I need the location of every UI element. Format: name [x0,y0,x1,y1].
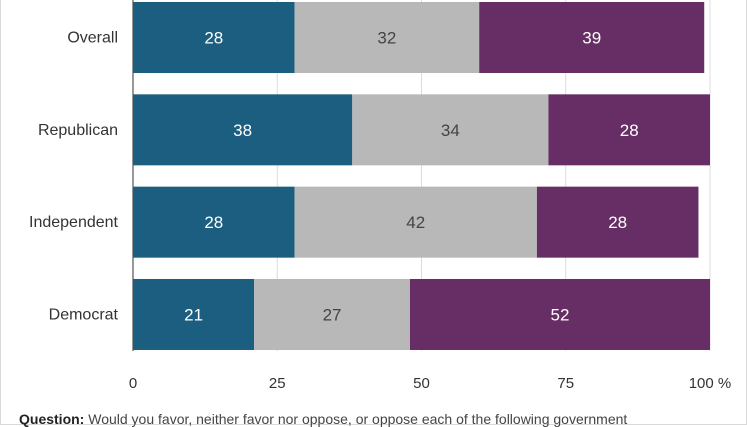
category-label: Republican [38,122,118,139]
bar-segment [536,186,699,258]
x-axis-ticks: 0 25 50 75 100 % [129,375,731,392]
x-tick-label: 25 [269,375,286,392]
data-label: 34 [441,121,460,140]
x-tick-label: 75 [557,375,574,392]
bar-segment [294,2,480,73]
bar-segment [133,2,295,73]
bar-segment [133,94,353,166]
x-tick-label: 50 [413,375,430,392]
bar-segment [479,2,705,73]
data-label: 28 [204,213,223,232]
bar-segment [133,278,255,350]
data-label: 28 [204,29,223,48]
bar-segment [294,186,537,258]
data-label: 28 [608,213,627,232]
data-label: 52 [551,305,570,324]
data-label: 32 [377,29,396,48]
x-tick-label: 0 [129,375,137,392]
category-labels: Overall Republican Independent Democrat [29,30,119,324]
x-tick-label: 100 % [689,375,732,392]
footnote-label: Question: [19,411,85,427]
data-label: 28 [620,121,639,140]
bar-segment [133,186,295,258]
footnote-text: Would you favor, neither favor nor oppos… [88,411,628,427]
data-label: 38 [233,121,252,140]
category-label: Democrat [49,306,119,323]
bar-segment [254,278,410,350]
category-label: Independent [29,214,119,231]
data-label: 21 [184,305,203,324]
category-label: Overall [67,30,118,47]
footnote: Question: Would you favor, neither favor… [19,411,739,427]
bar-segment [352,94,549,166]
bars: 28 32 39 38 34 28 28 42 28 21 27 52 [133,2,710,350]
data-label: 27 [323,305,342,324]
data-label: 39 [582,29,601,48]
bar-segment [409,278,710,350]
bar-segment [548,94,710,166]
data-label: 42 [406,213,425,232]
